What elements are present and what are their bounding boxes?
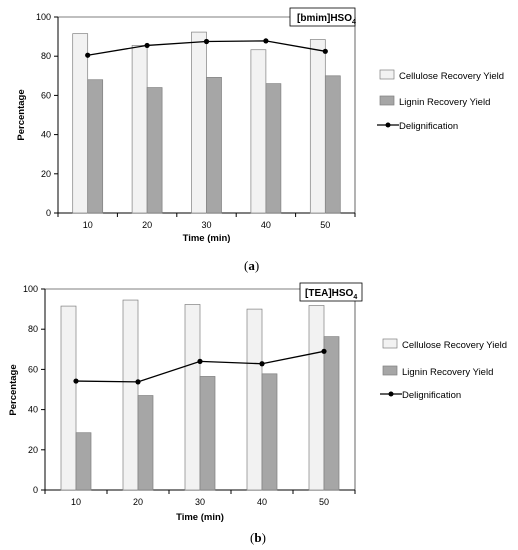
lignin-bar-10	[87, 79, 104, 214]
x-tick-label: 40	[261, 220, 271, 230]
x-axis-title: Time (min)	[176, 512, 224, 523]
y-tick-label: 0	[46, 208, 51, 218]
x-tick-label: 50	[319, 497, 329, 507]
cellulose-bar-30	[184, 304, 201, 491]
cellulose-bar-20	[131, 45, 148, 214]
y-tick-label: 100	[36, 12, 51, 22]
cellulose-bar-50	[308, 305, 325, 491]
legend: Cellulose Recovery Yield Lignin Recovery …	[377, 69, 504, 132]
y-tick-label: 40	[28, 405, 38, 415]
delignification-point-10	[85, 52, 91, 58]
cellulose-bar-10	[72, 33, 89, 214]
chart-title-text: [bmim]HSO	[297, 13, 352, 24]
delignification-point-50	[321, 348, 327, 354]
y-axis-title: Percentage	[16, 89, 27, 140]
y-tick-label: 40	[41, 130, 51, 140]
x-tick-label: 30	[201, 220, 211, 230]
lignin-bar-30	[199, 376, 216, 491]
x-tick-label: 30	[195, 497, 205, 507]
x-tick-label: 40	[257, 497, 267, 507]
delignification-point-40	[259, 361, 265, 367]
legend-label-2: Delignification	[402, 390, 461, 401]
delignification-point-20	[144, 42, 150, 49]
legend-label-2: Delignification	[399, 121, 458, 132]
lignin-bar-50	[324, 75, 341, 214]
lignin-bar-40	[265, 83, 282, 214]
y-tick-label: 100	[23, 284, 38, 294]
x-tick-label: 10	[83, 220, 93, 230]
chart-panel-a: 0 20 40 60 80 100 10 20 30 40 50 [bmim]HSO4 Time (mi…	[16, 7, 504, 273]
y-axis-title: Percentage	[8, 364, 19, 415]
cellulose-bar-10	[60, 305, 77, 491]
y-tick-label: 20	[28, 445, 38, 455]
cellulose-bar-40	[250, 49, 267, 214]
x-axis-title: Time (min)	[183, 233, 231, 244]
chart-title-subscript: 4	[352, 19, 356, 26]
y-tick-label: 0	[33, 485, 38, 495]
chart-title-box	[299, 282, 363, 302]
delignification-point-30	[203, 38, 210, 45]
lignin-bar-20	[137, 395, 154, 491]
x-tick-label: 10	[71, 497, 81, 507]
legend-label-0: Cellulose Recovery Yield	[399, 71, 504, 82]
cellulose-bar-40	[246, 308, 263, 491]
delignification-point-30	[197, 358, 203, 364]
cellulose-bar-20	[122, 299, 139, 491]
cellulose-bar-50	[309, 39, 326, 214]
legend-swatch-1	[382, 365, 398, 376]
chart-title: [bmim]HSO4	[297, 13, 356, 26]
y-tick-label: 80	[41, 51, 51, 61]
y-tick-label: 20	[41, 169, 51, 179]
chart-title-box	[289, 7, 356, 27]
x-tick-label: 20	[133, 497, 143, 507]
cellulose-bar-30	[191, 31, 207, 214]
y-tick-label: 60	[41, 90, 51, 100]
lignin-bar-10	[75, 432, 92, 491]
figure-caption: (a)	[244, 258, 259, 273]
lignin-bar-50	[323, 336, 340, 491]
legend-label-1: Lignin Recovery Yield	[402, 367, 493, 378]
lignin-bar-20	[146, 87, 163, 214]
lignin-bar-40	[261, 373, 278, 491]
legend-marker	[385, 122, 391, 128]
legend: Cellulose Recovery Yield Lignin Recovery …	[380, 338, 507, 401]
x-tick-label: 20	[142, 220, 152, 230]
x-tick-label: 50	[320, 220, 330, 230]
delignification-point-20	[135, 379, 141, 385]
y-tick-label: 60	[28, 364, 38, 374]
legend-label-1: Lignin Recovery Yield	[399, 97, 490, 108]
chart-panel-b: 0 20 40 60 80 100 10 20 30 40 50 [TEA]HSO4 Time (min…	[8, 282, 507, 545]
chart-title-text: [TEA]HSO	[305, 288, 354, 299]
legend-marker	[388, 391, 394, 397]
legend-swatch-0	[379, 69, 395, 80]
delignification-point-10	[73, 378, 79, 384]
chart-title-subscript: 4	[353, 294, 357, 301]
lignin-bar-30	[206, 77, 222, 214]
legend-swatch-1	[379, 95, 395, 106]
figure-caption: (b)	[250, 530, 266, 545]
delignification-point-50	[322, 48, 328, 54]
chart-title: [TEA]HSO4	[305, 288, 357, 301]
legend-swatch-0	[382, 338, 398, 349]
y-tick-label: 80	[28, 324, 38, 334]
delignification-point-40	[263, 38, 269, 44]
legend-label-0: Cellulose Recovery Yield	[402, 340, 507, 351]
